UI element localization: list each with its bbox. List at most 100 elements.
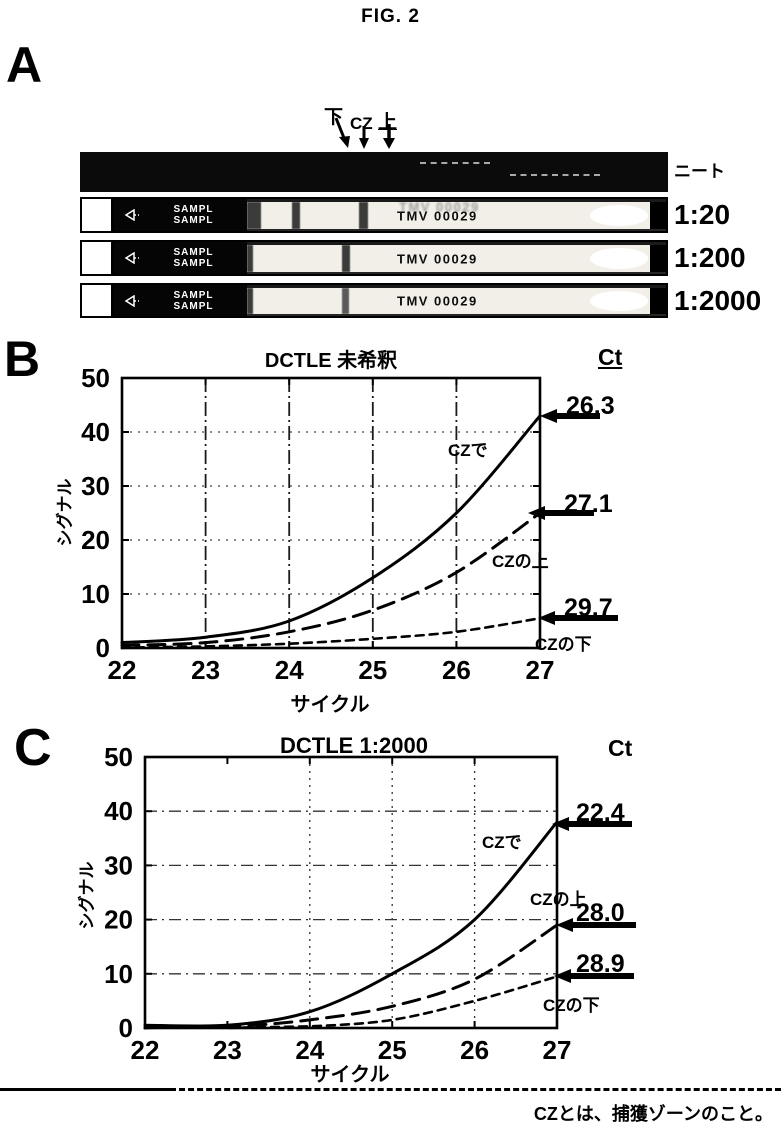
svg-text:24: 24 — [275, 655, 304, 685]
strip-sample-text: SAMPL — [173, 300, 214, 312]
panel-c-label: C — [14, 719, 52, 777]
svg-text:25: 25 — [378, 1035, 407, 1065]
test-strip-image: SAMPL SAMPL TMV 00029 — [80, 197, 668, 233]
strip-sample-text: SAMPL — [173, 289, 214, 301]
curve-label-above-cz: CZの上 — [492, 552, 549, 571]
strip-end-cap — [650, 245, 666, 272]
strip-row-1-2000: - SAMPL SAMPL TMV 00029 1:200 — [0, 283, 781, 318]
flow-arrow-icon — [124, 252, 139, 264]
svg-text:23: 23 — [191, 655, 220, 685]
curve-label-above-cz: CZの上 — [530, 890, 587, 909]
svg-text:50: 50 — [81, 363, 110, 393]
panel-b-label: B — [4, 331, 41, 387]
strip-row-neat: + ニート — [0, 152, 781, 192]
svg-text:20: 20 — [104, 905, 133, 935]
sample-well — [82, 242, 114, 274]
test-band — [247, 245, 253, 272]
strip-dilution-label: 1:200 — [674, 242, 746, 273]
chart-b-ct-header: Ct — [598, 344, 623, 370]
flow-arrow-icon — [124, 209, 139, 221]
svg-text:0: 0 — [119, 1013, 133, 1043]
ct-arrow-icon — [554, 969, 634, 983]
svg-text:10: 10 — [104, 959, 133, 989]
strip-sample-text: SAMPL — [173, 258, 214, 269]
strip-result-window — [590, 291, 648, 311]
svg-text:22: 22 — [108, 655, 137, 685]
strip-row-1-20: + SAMPL SAMPL TMV 00029 — [0, 197, 781, 233]
strip-code-text: TMV 00029 — [397, 251, 478, 266]
svg-text:27: 27 — [526, 655, 555, 685]
test-strip-image: SAMPL SAMPL TMV 00029 — [80, 283, 668, 318]
svg-text:30: 30 — [104, 850, 133, 880]
strip-label-block: SAMPL SAMPL — [114, 199, 247, 231]
panel-a-label: A — [6, 37, 43, 93]
strip-membrane: TMV 00029 — [247, 242, 666, 274]
strip-code-text: TMV 00029 — [397, 208, 478, 223]
test-band — [247, 288, 253, 314]
chart-b-title: DCTLE 未希釈 — [264, 350, 398, 372]
svg-text:27: 27 — [543, 1035, 572, 1065]
footnote-text: CZとは、捕獲ゾーンのこと。 — [533, 1104, 773, 1124]
curve-label-at-cz: CZで — [482, 833, 522, 852]
svg-text:20: 20 — [81, 525, 110, 555]
strip-artifact — [420, 162, 490, 164]
ct-arrow-icon — [556, 918, 636, 932]
ct-arrow-icon — [538, 611, 618, 625]
strip-end-cap — [650, 288, 666, 314]
signal-vs-cycle-chart-1-2000: 22 23 24 25 26 27 0 10 20 30 40 50 — [104, 742, 572, 1065]
strip-sample-text: SAMPL — [173, 215, 214, 226]
strip-label-block: SAMPL SAMPL — [114, 242, 247, 274]
svg-text:26: 26 — [460, 1035, 489, 1065]
test-band — [247, 202, 261, 229]
flow-arrow-icon — [124, 294, 139, 307]
strip-sample-text: SAMPL — [173, 247, 214, 258]
strip-membrane: TMV 00029 — [247, 199, 666, 231]
svg-text:10: 10 — [81, 579, 110, 609]
sample-well — [82, 199, 114, 231]
strip-end-cap — [650, 202, 666, 229]
test-band — [342, 288, 349, 314]
svg-text:40: 40 — [104, 796, 133, 826]
signal-vs-cycle-chart-undiluted: 22 23 24 25 26 27 0 10 20 30 40 50 — [81, 363, 555, 685]
footnote-rule — [0, 1088, 170, 1091]
curve-label-at-cz: CZで — [448, 441, 488, 460]
cz-pointer-arrows-icon — [334, 117, 395, 149]
ct-arrow-icon — [552, 817, 632, 831]
svg-text:40: 40 — [81, 417, 110, 447]
chart-c-title: DCTLE 1:2000 — [280, 733, 428, 758]
svg-text:25: 25 — [358, 655, 387, 685]
svg-text:0: 0 — [96, 633, 110, 663]
svg-text:22: 22 — [131, 1035, 160, 1065]
footnote-rule-dashed — [170, 1088, 781, 1091]
svg-text:30: 30 — [81, 471, 110, 501]
strip-artifact — [510, 174, 600, 176]
chart-c-x-axis-label: サイクル — [310, 1064, 390, 1086]
strip-dilution-label: ニート — [674, 162, 725, 181]
svg-text:24: 24 — [295, 1035, 324, 1065]
ct-arrow-icon — [528, 506, 594, 520]
test-band — [359, 202, 368, 229]
ct-arrow-icon — [540, 409, 600, 423]
cz-upper-marker-label: 上 — [378, 112, 398, 133]
strip-result-window — [590, 205, 648, 226]
sample-well — [82, 285, 114, 316]
svg-text:26: 26 — [442, 655, 471, 685]
svg-text:50: 50 — [104, 742, 133, 772]
curve-label-below-cz: CZの下 — [543, 996, 600, 1015]
cz-marker-label: CZ — [350, 114, 373, 133]
strip-dilution-label: 1:20 — [674, 199, 731, 230]
strip-dilution-label: 1:2000 — [674, 285, 762, 316]
strip-sample-text: SAMPL — [173, 204, 214, 215]
strip-label-block: SAMPL SAMPL — [114, 285, 247, 316]
chart-c-ct-header: Ct — [608, 735, 633, 761]
strip-row-1-200: -/+ SAMPL SAMPL TMV 00029 1:2 — [0, 240, 781, 276]
strip-code-text: TMV 00029 — [397, 293, 478, 309]
test-strip-image: SAMPL SAMPL TMV 00029 — [80, 240, 668, 276]
strip-membrane: TMV 00029 — [247, 285, 666, 316]
strip-result-window — [590, 248, 648, 269]
test-band — [342, 245, 350, 272]
test-band — [292, 202, 300, 229]
chart-b-x-axis-label: サイクル — [290, 694, 370, 716]
test-strip-image — [80, 152, 668, 192]
